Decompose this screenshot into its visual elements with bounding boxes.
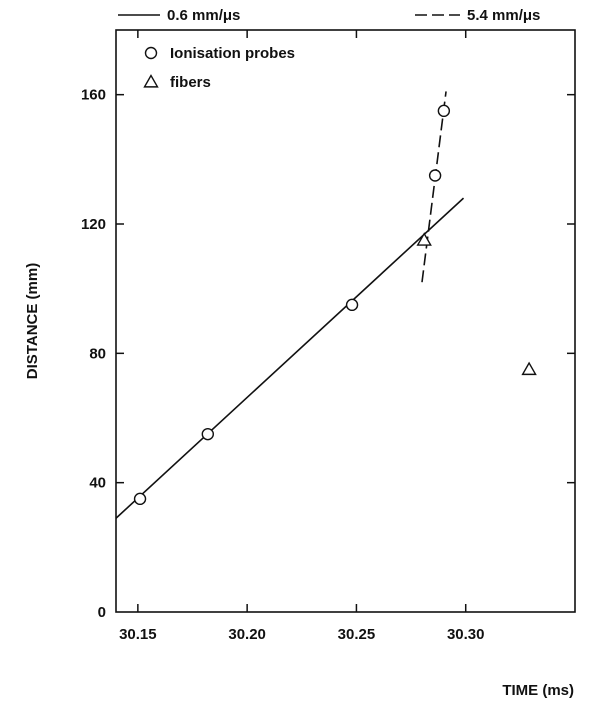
plot-frame: [115, 29, 576, 613]
y-tick-label: 80: [89, 345, 106, 362]
fiber-point: [521, 361, 537, 376]
fit-line-legend: 0.6 mm/μs 5.4 mm/μs: [118, 7, 540, 24]
y-axis-title: DISTANCE (mm): [24, 263, 41, 379]
x-tick-label: 30.20: [228, 626, 266, 643]
data-points: [133, 104, 537, 506]
legend: Ionisation probes fibers: [143, 45, 295, 91]
probe-point: [201, 427, 215, 441]
y-tick-label: 120: [81, 216, 106, 233]
fit-line-label: 0.6 mm/μs: [167, 7, 240, 24]
legend-label: fibers: [170, 74, 211, 91]
probe-point: [345, 298, 359, 312]
probe-point: [428, 169, 442, 182]
x-axis-title: TIME (ms): [502, 682, 574, 699]
x-tick-label: 30.15: [119, 626, 157, 643]
probe-point: [133, 492, 147, 506]
probe-point: [437, 104, 451, 118]
fiber-point: [416, 232, 432, 246]
fit-line-dashed: [421, 91, 447, 283]
y-tick-label: 0: [98, 604, 106, 621]
x-tick-label: 30.25: [338, 626, 376, 643]
legend-label: Ionisation probes: [170, 45, 295, 62]
fit-line-label: 5.4 mm/μs: [467, 7, 540, 24]
legend-circle-icon: [144, 46, 158, 60]
y-tick-label: 160: [81, 87, 106, 104]
fit-line-solid: [115, 197, 465, 519]
legend-triangle-icon: [143, 74, 159, 88]
y-tick-label: 40: [89, 475, 106, 492]
axis-ticks: 30.15 30.20 30.25 30.30 0 40 80 120 160: [81, 30, 575, 643]
x-tick-label: 30.30: [447, 626, 485, 643]
plot-border: [115, 29, 576, 613]
fit-lines: [115, 91, 465, 519]
